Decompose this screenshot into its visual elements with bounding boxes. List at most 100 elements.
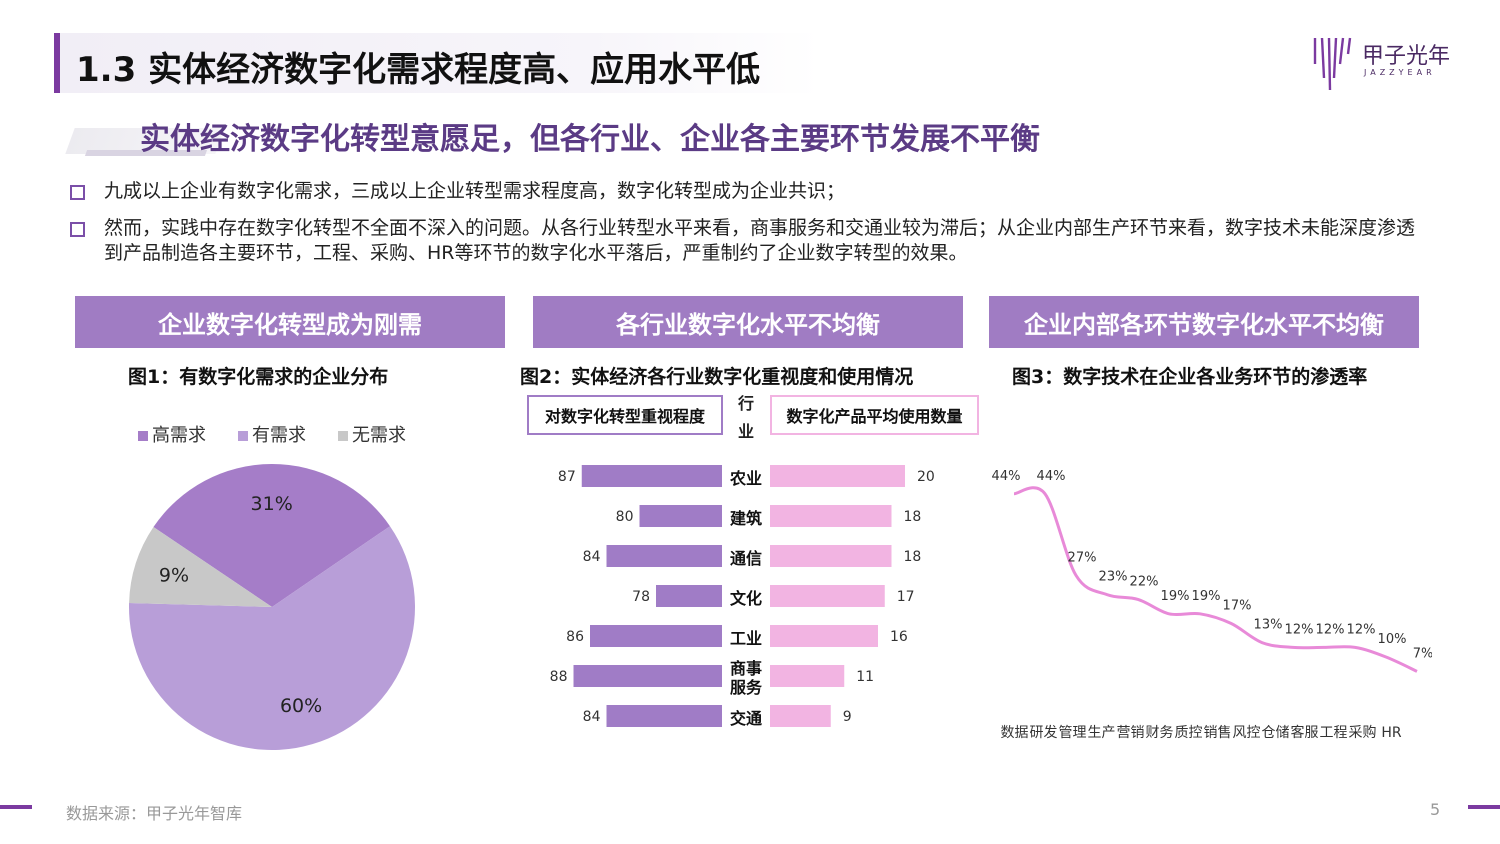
bar-right-value: 17 [897,589,915,605]
legend-swatch [238,431,248,441]
section-heading-1: 企业数字化转型成为刚需 [75,296,505,348]
line-category-label: 采购 [1349,725,1377,741]
line-point-label: 12% [1347,622,1376,637]
line-category-label: HR [1381,725,1402,741]
legend-swatch [338,431,348,441]
legend-label: 有需求 [252,425,306,446]
legend-label: 高需求 [152,425,206,446]
line-category-label: 营销 [1117,725,1145,741]
bar-category-label: 工业 [730,629,762,648]
line-category-label: 客服 [1291,724,1319,741]
bullet-square-icon [70,185,85,200]
bar-right [770,585,885,607]
line-point-label: 12% [1285,622,1314,637]
legend-label: 无需求 [352,425,406,446]
bar-right-value: 16 [890,629,908,645]
line-category-label: 数据 [1001,725,1029,741]
page-title: 1.3 实体经济数字化需求程度高、应用水平低 [76,50,761,90]
bar-left [581,465,722,487]
bar-left [639,505,722,527]
pie-slice [129,527,272,607]
line-point-label: 22% [1130,574,1159,589]
pie-slice-label: 60% [280,695,322,717]
line-point-label: 17% [1223,598,1252,613]
bar-right [770,665,845,687]
bullet-text-1: 九成以上企业有数字化需求，三成以上企业转型需求程度高，数字化转型成为企业共识； [104,180,846,202]
bar-category-label: 交通 [730,709,762,728]
line-category-label: 风控 [1233,725,1261,741]
line-point-label: 7% [1413,646,1432,661]
bar-left-value: 84 [583,549,601,565]
bullet-text-2: 然而，实践中存在数字化转型不全面不深入的问题。从各行业转型水平来看，商事服务和交… [104,217,1416,264]
bar-left [606,705,722,727]
footer-accent-right [1468,805,1500,809]
line-category-label: 生产 [1088,725,1116,741]
pie-chart: 31% 60% 9% [129,464,415,750]
bullet-square-icon [70,222,85,237]
pie-slice [153,464,390,607]
figure-3-title: 图3：数字技术在企业各业务环节的渗透率 [1012,366,1368,388]
bar-right-value: 9 [843,709,852,725]
footer-accent-left [0,805,32,809]
bar-category-label: 农业 [729,469,762,488]
bar-category-label: 商事 [730,659,762,678]
bar-right-value: 18 [904,509,922,525]
data-source-note: 数据来源：甲子光年智库 [66,804,243,823]
figure-2-title: 图2：实体经济各行业数字化重视度和使用情况 [520,366,914,388]
bar-right-value: 11 [856,669,874,685]
line-category-label: 工程 [1320,725,1348,741]
bar-category-label: 建筑 [730,509,762,528]
title-accent-bar [54,33,60,93]
line-point-label: 27% [1068,550,1097,565]
bar-left [656,585,722,607]
bar-center-header: 行业 [737,394,754,441]
line-point-label: 12% [1316,622,1345,637]
bar-left-value: 78 [632,589,650,605]
legend-swatch [138,431,148,441]
line-series [1013,486,1418,673]
section-heading-3: 企业内部各环节数字化水平不均衡 [989,296,1419,348]
bar-right [770,505,892,527]
bar-left [573,665,722,687]
logo-text-cn: 甲子光年 [1362,44,1451,69]
bar-category-label: 文化 [730,589,762,608]
legend-item-mid: 有需求 [238,421,306,447]
pie-slice-label: 31% [251,493,293,515]
bar-right [770,465,905,487]
logo-mark-icon [1313,37,1352,91]
logo-text-en: JAZZYEAR [1364,68,1436,77]
bar-right [770,625,878,647]
bar-left-value: 88 [550,669,568,685]
legend-item-high: 高需求 [138,421,206,447]
line-category-label: 仓储 [1262,725,1290,741]
line-point-label: 10% [1378,632,1407,647]
line-point-label: 19% [1161,589,1190,604]
line-chart: 44% 44%27%23% 22%19% 19%17%13% 12% 12% 12%10%7… [992,469,1432,741]
section-heading-2: 各行业数字化水平不均衡 [533,296,963,348]
line-point-label: 44% [992,469,1020,484]
bar-left-header: 对数字化转型重视程度 [527,395,723,435]
figure-1-title: 图1：有数字化需求的企业分布 [128,366,389,388]
line-point-label: 19% [1192,589,1221,604]
pie-slice [129,526,415,750]
line-category-label: 研发 [1030,725,1058,741]
page-subtitle: 实体经济数字化转型意愿足，但各行业、企业各主要环节发展不平衡 [140,122,1040,157]
bar-right-header: 数字化产品平均使用数量 [770,395,979,435]
bar-category-label: 通信 [730,549,762,568]
bar-left-value: 84 [583,709,601,725]
line-category-label: 管理 [1059,725,1087,741]
bar-right-value: 20 [917,469,935,485]
bar-left-value: 80 [616,509,634,525]
bar-left-value: 87 [558,469,576,485]
line-point-label: 13% [1254,618,1283,633]
line-category-label: 质控 [1175,725,1203,741]
page-number: 5 [1430,800,1441,819]
bar-left [606,545,722,567]
butterfly-bar-chart: 87 20 农业 80 18 建筑 84 18 通信 78 17 文化 86 16 工业 88 11 商事服务 84… [550,465,935,728]
title-background [60,33,820,93]
bar-right-value: 18 [904,549,922,565]
bar-left-value: 86 [566,629,584,645]
bar-left [590,625,722,647]
pie-slice-label: 9% [159,565,189,587]
bar-right [770,705,831,727]
